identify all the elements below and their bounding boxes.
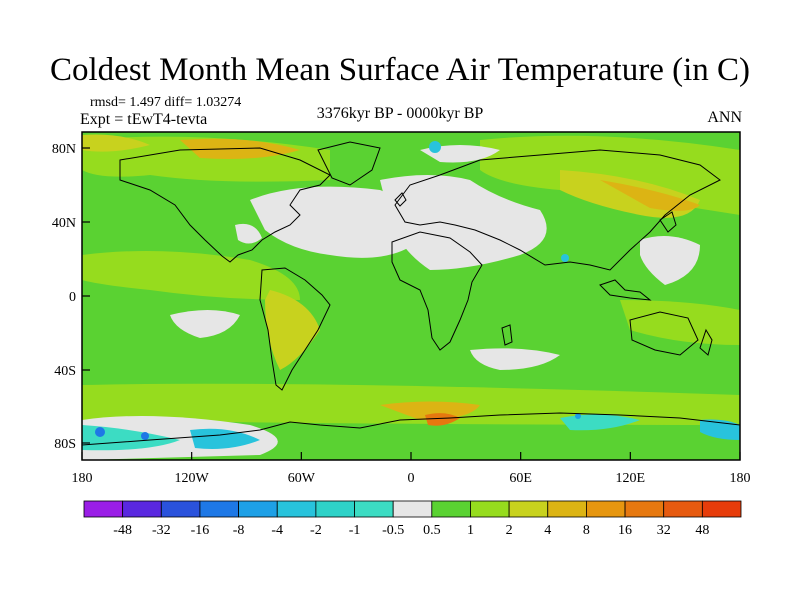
field-cold-spot-1: [95, 427, 105, 437]
field-patch-south-america: [265, 290, 320, 370]
coast-new-zealand: [699, 328, 713, 356]
lat-label: 0: [69, 290, 76, 305]
coast-greenland: [317, 141, 381, 186]
colorbar-swatch: [431, 500, 471, 518]
colorbar-swatch: [470, 500, 510, 518]
field-zero-west-pacific: [640, 236, 700, 285]
colorbar-label: -8: [233, 523, 245, 538]
lat-label: 40N: [52, 216, 76, 231]
colorbar-swatch: [122, 500, 162, 518]
colorbar-label: 8: [583, 523, 590, 538]
colorbar-swatch: [276, 500, 317, 518]
colorbar-label: -4: [271, 523, 283, 538]
colorbar-label: -32: [152, 523, 171, 538]
colorbar-swatch: [83, 500, 124, 518]
colorbar-label: -1: [349, 523, 361, 538]
coast-madagascar: [501, 324, 513, 346]
coast-eurasia: [394, 149, 721, 271]
map-field: [82, 132, 740, 460]
coastlines: [82, 141, 740, 446]
field-patch-pacific: [620, 300, 740, 345]
colorbar: -48 -32 -16 -8 -4 -2 -1 -0.5 0.5 1 2 4 8 16 32 48: [83, 500, 742, 538]
colorbar-label: 32: [657, 523, 671, 538]
coast-japan: [659, 211, 677, 233]
field-zero-east-pacific: [170, 310, 240, 338]
coast-australia: [629, 311, 699, 356]
colorbar-swatch: [160, 500, 201, 518]
colorbar-label: 16: [618, 523, 632, 538]
field-cool-amundsen: [190, 428, 260, 449]
field-cold-spot-2: [141, 432, 149, 440]
colorbar-swatch: [392, 500, 433, 518]
field-cold-spot-3: [575, 413, 581, 419]
lat-label: 40S: [54, 364, 76, 379]
coast-north-america: [119, 147, 331, 263]
field-zero-europe-africa: [380, 175, 547, 270]
colorbar-swatch: [199, 500, 239, 518]
colorbar-swatch: [354, 500, 394, 518]
field-patch-antarctic-warm: [380, 401, 480, 420]
period-label: 3376kyr BP - 0000kyr BP: [316, 105, 484, 122]
colorbar-swatch: [238, 500, 278, 518]
colorbar-label: -48: [113, 523, 132, 538]
latitude-axis: 80N 40N 0 40S 80S: [52, 142, 90, 452]
field-cool-wilkes: [700, 419, 740, 440]
season-label: ANN: [707, 109, 742, 126]
field-zero-gulf: [235, 223, 262, 244]
colorbar-label: 4: [544, 523, 551, 538]
colorbar-label: 0.5: [423, 523, 441, 538]
colorbar-label: 2: [506, 523, 513, 538]
colorbar-swatch: [315, 500, 355, 518]
experiment-label: Expt = tEwT4-tevta: [80, 111, 208, 128]
colorbar-label: 1: [467, 523, 474, 538]
colorbar-label: -16: [191, 523, 210, 538]
lon-label: 120W: [175, 471, 210, 486]
colorbar-swatch: [701, 500, 742, 518]
longitude-axis: 180 120W 60W 0 60E 120E 180: [72, 452, 751, 486]
lon-label: 120E: [616, 471, 646, 486]
field-patch-asia-warm: [600, 180, 700, 211]
lon-label: 60E: [509, 471, 532, 486]
lon-label: 60W: [288, 471, 316, 486]
colorbar-label: 48: [695, 523, 709, 538]
lon-label: 0: [408, 471, 415, 486]
lon-label: 180: [72, 471, 93, 486]
coast-south-america: [259, 267, 331, 391]
coast-britain: [394, 192, 407, 207]
colorbar-swatch: [624, 500, 665, 518]
field-patch-arctic-edge: [82, 134, 150, 152]
field-zero-south-indian: [470, 348, 560, 370]
chart-title: Coldest Month Mean Surface Air Temperatu…: [50, 52, 750, 88]
field-patch-antarctic-hot: [425, 413, 460, 426]
colorbar-swatch: [508, 500, 549, 518]
field-cool-svalbard: [429, 141, 441, 153]
coast-africa: [391, 231, 483, 351]
field-patch-tropics-west: [82, 251, 300, 300]
lon-label: 180: [730, 471, 751, 486]
lat-label: 80N: [52, 142, 76, 157]
colorbar-swatch: [663, 500, 703, 518]
lat-label: 80S: [54, 437, 76, 452]
colorbar-label: -0.5: [382, 523, 404, 538]
field-cool-east-antarctica: [560, 414, 640, 431]
colorbar-swatch: [547, 500, 587, 518]
colorbar-swatch: [586, 500, 626, 518]
colorbar-label: -2: [310, 523, 322, 538]
field-zero-north-atlantic: [250, 186, 422, 258]
field-cool-ross-sea: [82, 425, 180, 451]
field-cool-tibet: [561, 254, 569, 262]
coast-antarctica: [82, 412, 740, 446]
stats-text: rmsd= 1.497 diff= 1.03274: [90, 95, 242, 110]
coast-indonesia: [599, 279, 652, 301]
